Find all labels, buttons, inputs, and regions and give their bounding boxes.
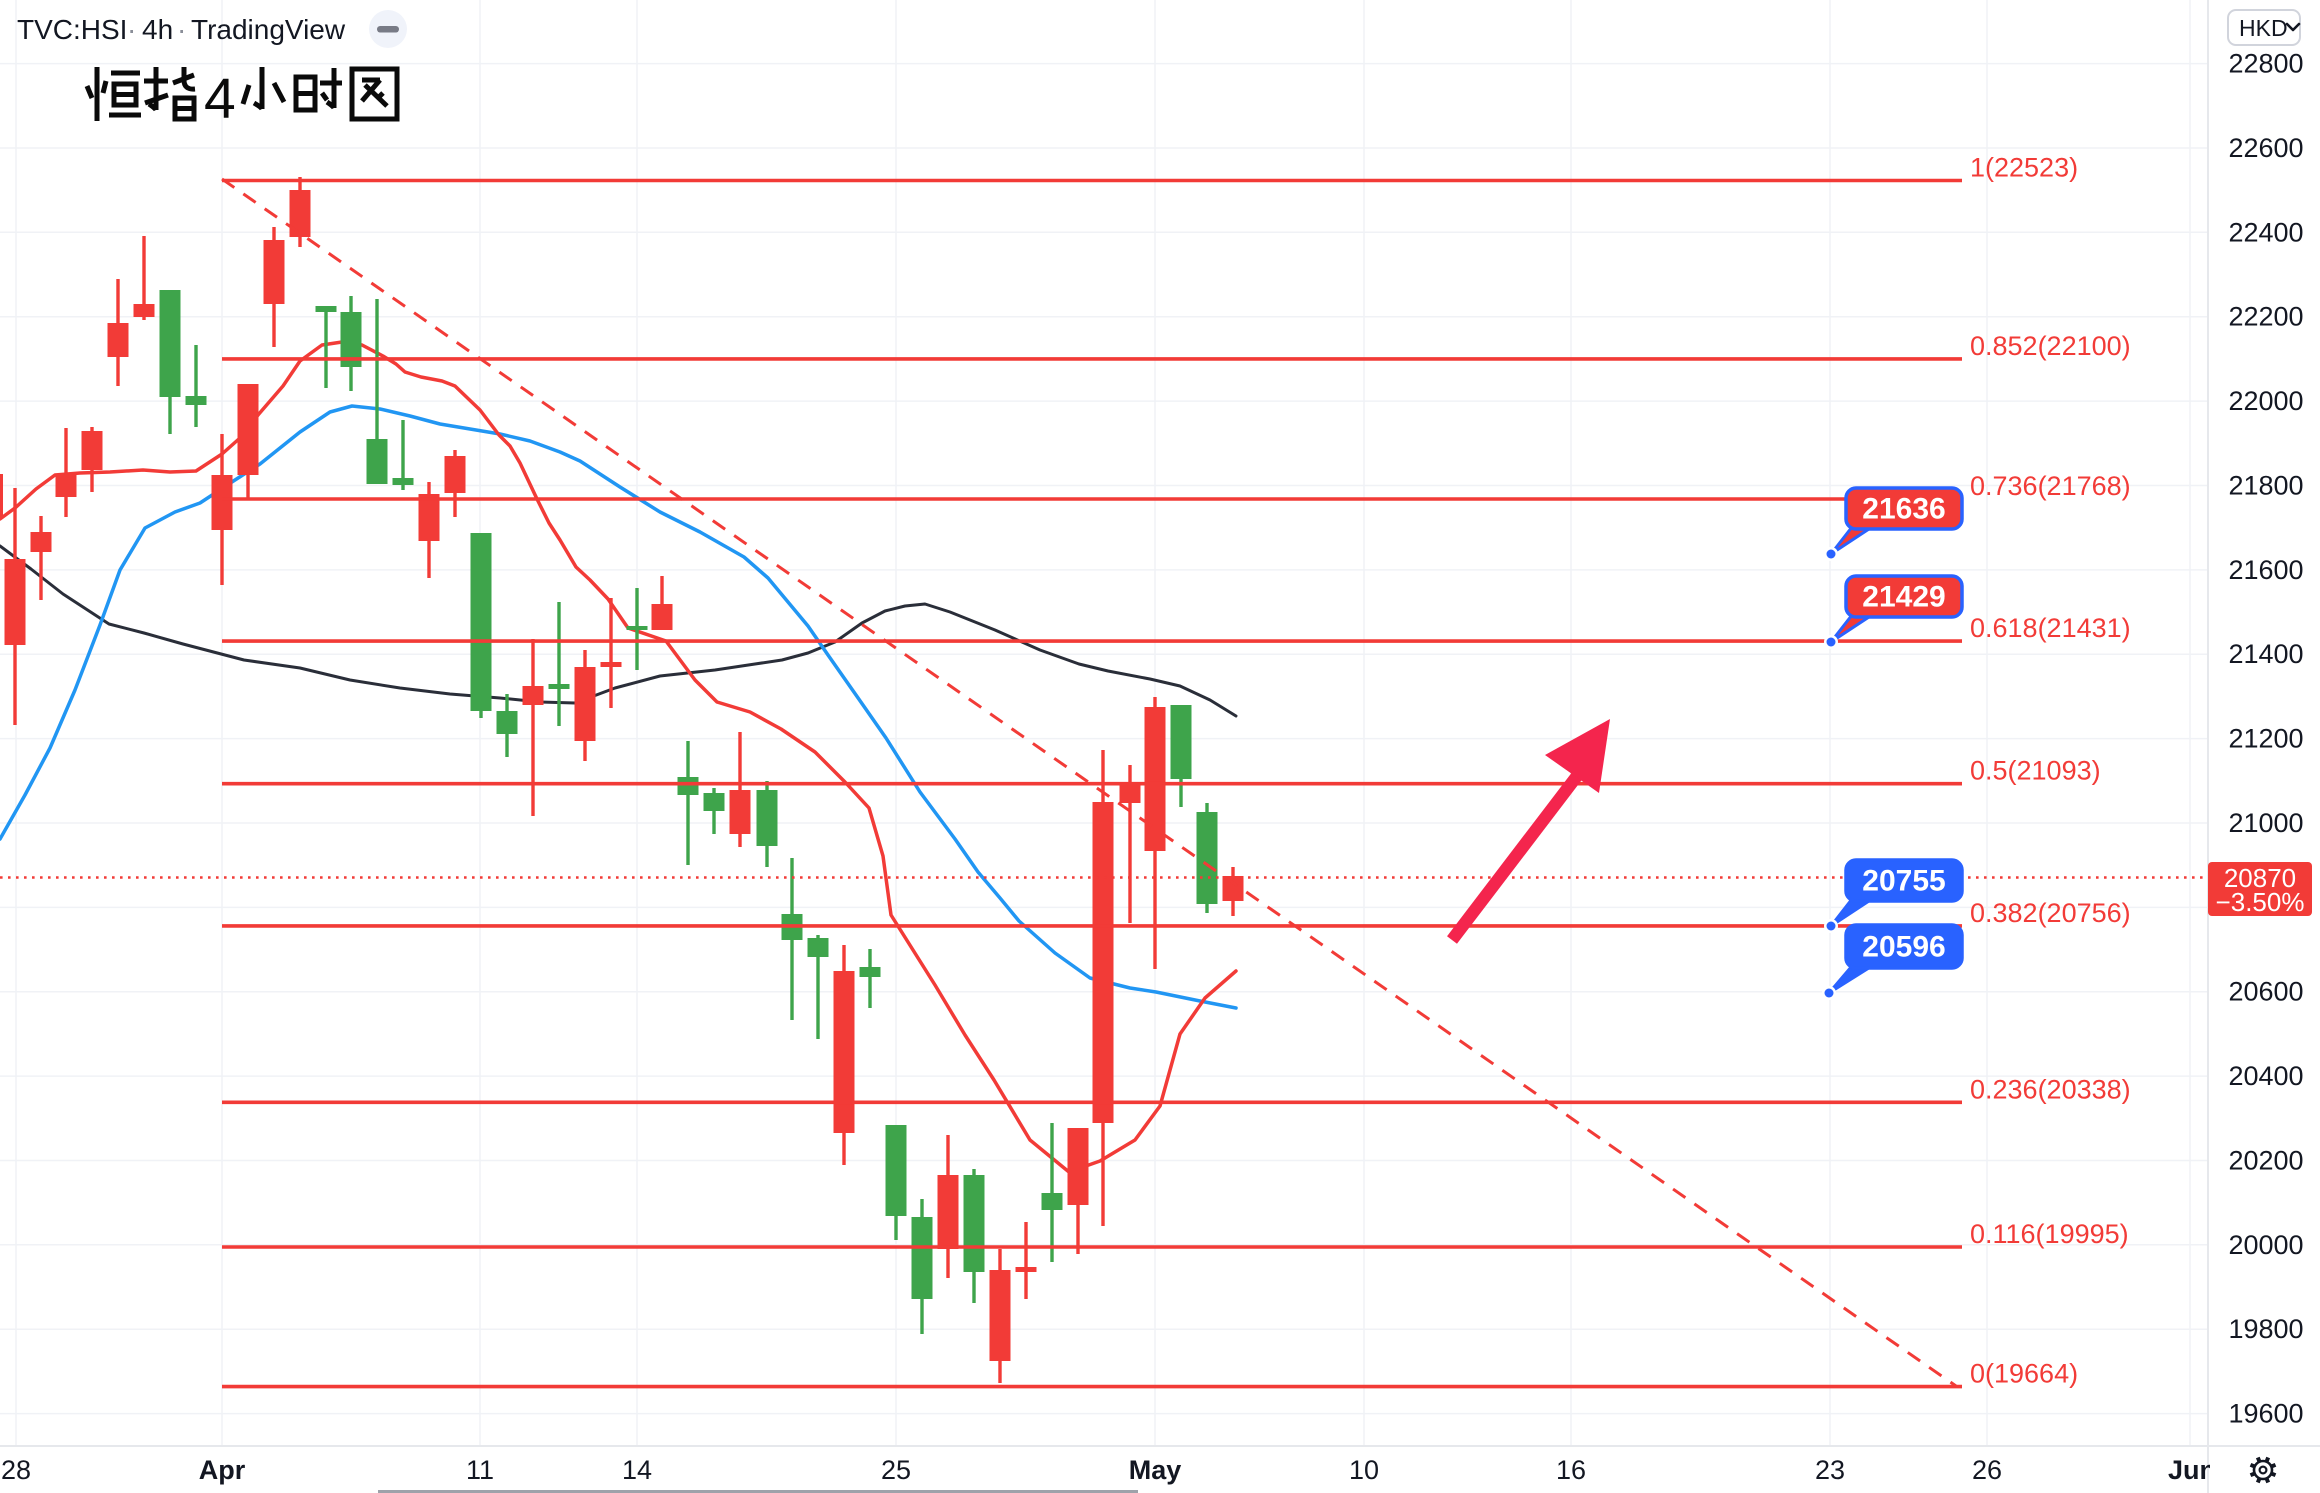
svg-text:21600: 21600 <box>2228 555 2303 585</box>
svg-text:21400: 21400 <box>2228 639 2303 669</box>
svg-text:20400: 20400 <box>2228 1061 2303 1091</box>
svg-text:0.116(19995): 0.116(19995) <box>1970 1219 2129 1249</box>
svg-text:22200: 22200 <box>2228 302 2303 332</box>
svg-text:0(19664): 0(19664) <box>1970 1359 2078 1389</box>
svg-text:10: 10 <box>1349 1455 1379 1485</box>
svg-text:11: 11 <box>466 1455 494 1485</box>
svg-text:May: May <box>1129 1455 1182 1485</box>
svg-text:·: · <box>127 14 136 45</box>
svg-text:14: 14 <box>622 1455 652 1485</box>
svg-text:−3.50%: −3.50% <box>2216 887 2305 917</box>
svg-text:20755: 20755 <box>1862 865 1945 898</box>
svg-text:16: 16 <box>1556 1455 1586 1485</box>
svg-text:0.852(22100): 0.852(22100) <box>1970 331 2131 361</box>
svg-text:1(22523): 1(22523) <box>1970 153 2078 183</box>
svg-text:4: 4 <box>204 67 236 131</box>
svg-text:19800: 19800 <box>2228 1314 2303 1344</box>
svg-text:21636: 21636 <box>1862 493 1945 526</box>
svg-text:20000: 20000 <box>2228 1230 2303 1260</box>
svg-text:21200: 21200 <box>2228 724 2303 754</box>
svg-text:21429: 21429 <box>1862 581 1945 614</box>
svg-text:22000: 22000 <box>2228 386 2303 416</box>
svg-text:20600: 20600 <box>2228 977 2303 1007</box>
svg-text:22800: 22800 <box>2228 49 2303 79</box>
svg-text:Jun: Jun <box>2168 1455 2216 1485</box>
svg-text:20596: 20596 <box>1862 931 1945 964</box>
svg-text:·: · <box>177 14 186 45</box>
svg-text:TradingView: TradingView <box>191 14 346 45</box>
svg-text:20870: 20870 <box>2224 863 2296 893</box>
svg-text:4h: 4h <box>142 14 173 45</box>
svg-text:22400: 22400 <box>2228 217 2303 247</box>
svg-text:21800: 21800 <box>2228 471 2303 501</box>
svg-text:0.736(21768): 0.736(21768) <box>1970 471 2131 501</box>
svg-text:0.618(21431): 0.618(21431) <box>1970 613 2131 643</box>
svg-text:28: 28 <box>1 1455 31 1485</box>
svg-text:19600: 19600 <box>2228 1399 2303 1429</box>
svg-text:0.382(20756): 0.382(20756) <box>1970 898 2131 928</box>
svg-text:HKD: HKD <box>2239 15 2288 41</box>
svg-text:22600: 22600 <box>2228 133 2303 163</box>
svg-text:26: 26 <box>1972 1455 2002 1485</box>
svg-text:0.5(21093): 0.5(21093) <box>1970 756 2101 786</box>
svg-text:TVC:HSI: TVC:HSI <box>17 14 127 45</box>
svg-text:21000: 21000 <box>2228 808 2303 838</box>
svg-text:25: 25 <box>881 1455 911 1485</box>
svg-text:23: 23 <box>1815 1455 1845 1485</box>
svg-text:Apr: Apr <box>199 1455 246 1485</box>
svg-text:20200: 20200 <box>2228 1146 2303 1176</box>
svg-text:0.236(20338): 0.236(20338) <box>1970 1074 2131 1104</box>
